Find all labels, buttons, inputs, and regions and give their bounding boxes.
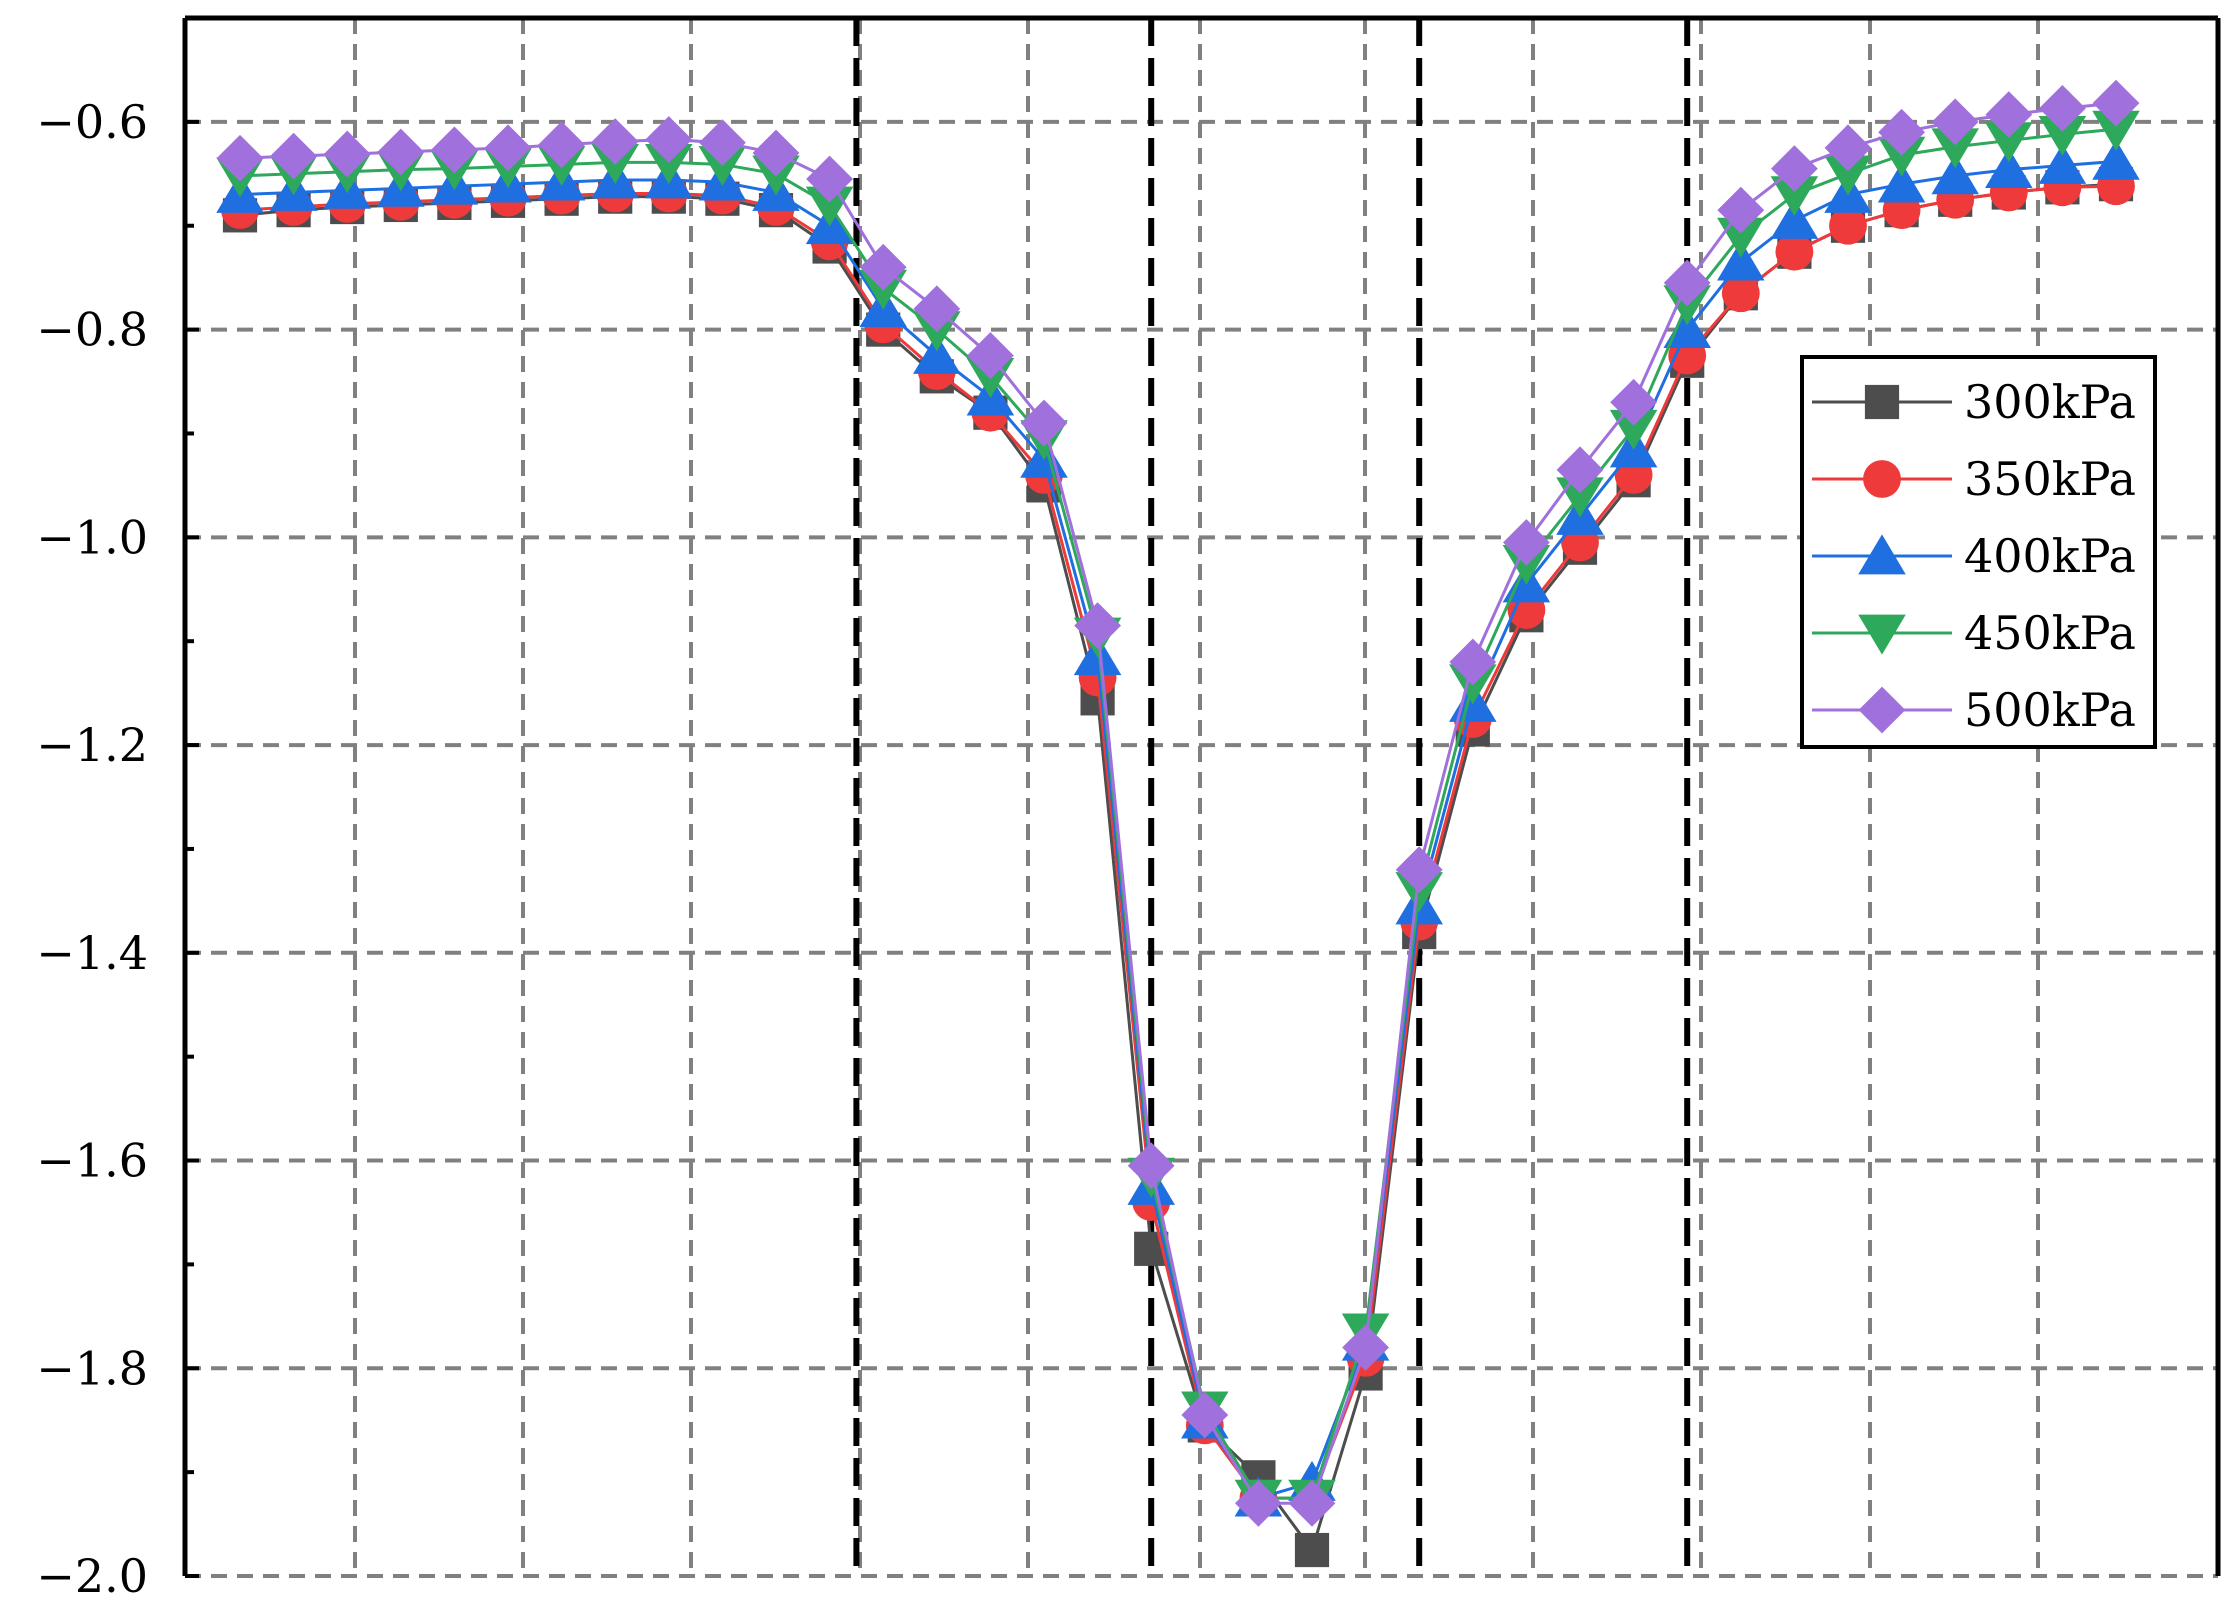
legend-marker — [1858, 686, 1906, 734]
data-point — [913, 333, 961, 374]
legend-item: 500kPa — [1812, 683, 2136, 737]
data-point — [1663, 308, 1711, 348]
data-point — [645, 116, 693, 163]
data-point — [216, 134, 264, 182]
data-point — [1931, 154, 1979, 195]
data-point — [270, 132, 317, 180]
data-point — [484, 124, 532, 172]
data-point — [1609, 409, 1658, 450]
data-point — [2038, 143, 2087, 184]
y-tick-label: −2.0 — [36, 1549, 148, 1603]
y-tick-label: −0.6 — [36, 95, 148, 149]
legend-label: 350kPa — [1964, 452, 2136, 506]
data-point — [2092, 139, 2140, 180]
legend-item: 450kPa — [1812, 606, 2136, 660]
data-point — [1824, 155, 1872, 196]
data-point — [1985, 91, 2033, 138]
y-tick-label: −1.0 — [36, 510, 148, 564]
data-point — [591, 118, 639, 166]
data-point — [1717, 186, 1765, 234]
data-point — [967, 332, 1014, 379]
data-point — [913, 285, 961, 333]
data-point — [1877, 136, 1926, 177]
y-tick-label: −0.8 — [36, 303, 148, 357]
legend-label: 400kPa — [1964, 529, 2136, 583]
data-point — [699, 119, 746, 167]
data-point — [1074, 602, 1121, 650]
data-point — [1020, 399, 1068, 447]
data-point — [538, 121, 585, 169]
data-point — [1931, 98, 1979, 146]
data-point — [752, 129, 800, 177]
data-point — [1288, 1479, 1336, 1527]
region-divisions — [853, 18, 1691, 1576]
legend-marker — [1858, 534, 1906, 575]
legend-item: 300kPa — [1812, 375, 2136, 429]
data-point — [323, 130, 371, 178]
data-point — [1877, 162, 1926, 203]
legend-label: 300kPa — [1964, 375, 2136, 429]
axes: −0.6 −0.8 −1.0 −1.2 −1.4 −1.6 −1.8 −2.0 — [36, 15, 2221, 1603]
data-point — [1770, 176, 1819, 217]
legend-item: 400kPa — [1812, 529, 2136, 583]
data-point — [1294, 1532, 1330, 1568]
data-point — [1556, 446, 1604, 494]
legend-item: 350kPa — [1812, 452, 2136, 506]
data-point — [1878, 108, 1925, 156]
series-500kPa — [216, 79, 2140, 1527]
data-point — [806, 155, 853, 203]
data-point — [645, 144, 693, 184]
data-point — [1503, 519, 1550, 566]
legend-box — [1800, 355, 2157, 749]
data-point — [1985, 148, 2033, 189]
data-point — [1985, 122, 2033, 163]
legend-marker — [1864, 384, 1900, 420]
y-tick-label: −1.2 — [36, 718, 148, 772]
data-point — [1181, 1391, 1229, 1439]
data-point — [1775, 232, 1814, 271]
series-lines — [216, 79, 2140, 1568]
data-point — [1342, 1324, 1389, 1371]
legend-label: 450kPa — [1964, 606, 2136, 660]
data-point — [431, 126, 478, 174]
data-point — [1824, 124, 1872, 172]
legend-label: 500kPa — [1964, 683, 2136, 737]
data-point — [1931, 128, 1979, 169]
data-point — [1771, 145, 1818, 193]
grid — [185, 18, 2218, 1578]
legend-marker — [1858, 614, 1906, 655]
data-point — [1770, 198, 1819, 239]
y-tick-label: −1.8 — [36, 1341, 148, 1395]
y-tick-label: −1.4 — [36, 926, 148, 980]
data-point — [1449, 638, 1497, 686]
data-point — [2092, 79, 2140, 127]
data-point — [1395, 846, 1443, 894]
data-point — [859, 243, 907, 291]
data-point — [698, 146, 747, 187]
legend: 300kPa 350kPa 400kPa 450kPa 500kPa — [1800, 355, 2157, 749]
series-400kPa — [216, 139, 2140, 1517]
data-point — [1610, 378, 1657, 426]
data-point — [1663, 259, 1711, 307]
data-point — [2038, 115, 2087, 156]
legend-marker — [1863, 460, 1901, 498]
data-point — [2092, 110, 2140, 151]
data-point — [1235, 1479, 1282, 1527]
data-point — [1127, 1142, 1175, 1190]
data-point — [1717, 240, 1765, 281]
data-point — [1829, 206, 1867, 245]
data-point — [2039, 84, 2086, 132]
data-point — [1721, 274, 1760, 313]
y-tick-label: −1.6 — [36, 1134, 148, 1188]
data-point — [377, 128, 425, 176]
